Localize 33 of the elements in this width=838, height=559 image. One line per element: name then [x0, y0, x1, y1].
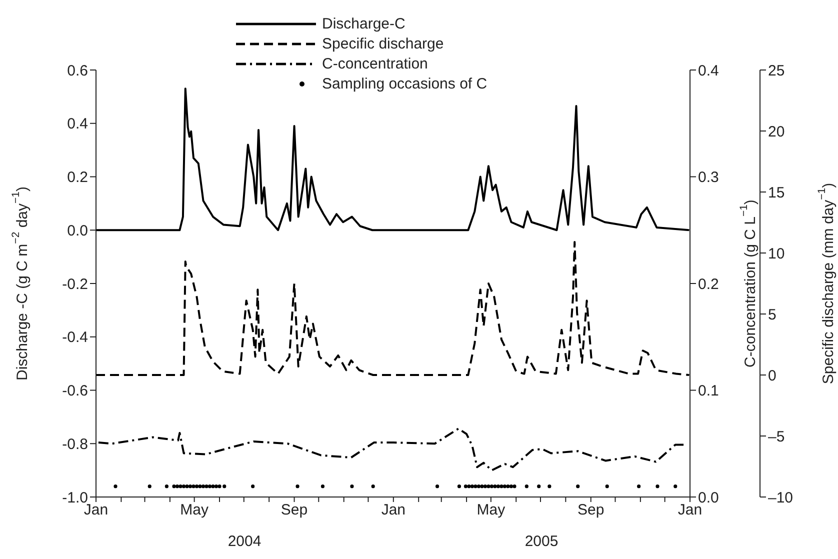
y3-tick-label: 10 — [768, 245, 785, 262]
x-tick-label: Sep — [280, 502, 308, 519]
y2-tick-label: 0.4 — [698, 62, 719, 80]
text: 2004 — [226, 533, 262, 550]
y3-tick-label: –5 — [768, 428, 785, 446]
x-tick-label: May — [180, 502, 209, 519]
y-tick-label: -0.8 — [62, 436, 88, 453]
y3-tick-label: –10 — [768, 489, 794, 506]
y-tick-label: 0.4 — [67, 116, 88, 133]
legend-label: Specific discharge — [322, 36, 444, 52]
line-series — [97, 428, 686, 472]
y-tick-label: -0.6 — [62, 382, 88, 400]
y2-tick-label: 0.3 — [698, 169, 719, 186]
y-tick-label: -0.2 — [62, 276, 88, 293]
y3-tick-label: 5 — [768, 306, 776, 324]
legend-label: Discharge-C — [322, 16, 406, 32]
legend-label: Sampling occasions of C — [322, 76, 488, 92]
line-series — [96, 241, 690, 376]
y-tick-label: -0.4 — [62, 329, 88, 346]
y-tick-label: 0.0 — [67, 222, 88, 240]
y-tick-label: 0.2 — [67, 169, 88, 186]
text: 2005 — [524, 533, 560, 550]
y3-tick-label: 25 — [768, 62, 785, 80]
x-tick-label: Sep — [578, 502, 604, 519]
x-tick-label: Jan — [381, 502, 406, 519]
y3-tick-label: 0 — [768, 367, 776, 384]
y2-tick-label: 0.2 — [698, 276, 719, 293]
y3-tick-label: 20 — [768, 123, 785, 140]
y-tick-label: 0.6 — [67, 62, 88, 80]
y3-tick-label: 15 — [768, 184, 785, 202]
x-tick-label: May — [476, 502, 506, 519]
y2-tick-label: 0.1 — [698, 382, 719, 400]
legend-label: C-concentration — [322, 56, 428, 72]
